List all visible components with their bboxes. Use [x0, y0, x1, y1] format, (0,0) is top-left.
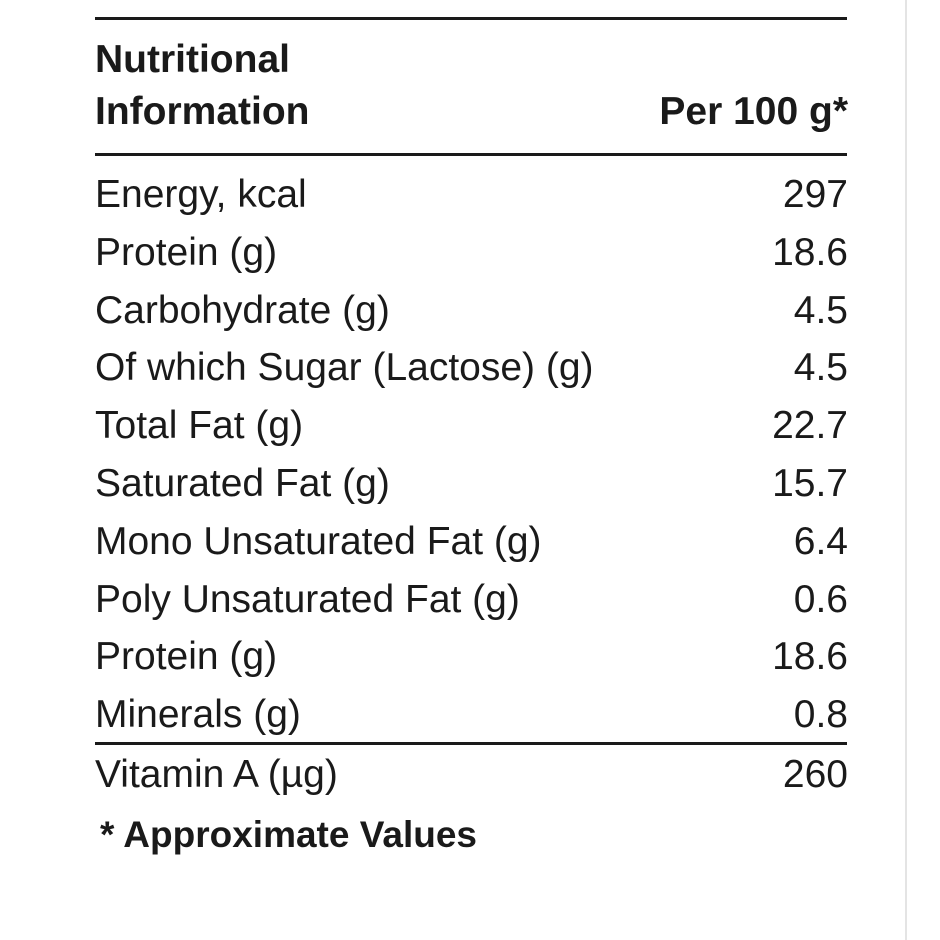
rule: [95, 153, 847, 156]
title-line: Information: [95, 90, 310, 133]
row-value: 6.4: [793, 519, 848, 563]
row-value: 18.6: [772, 230, 848, 274]
row-value: 0.6: [793, 577, 848, 621]
page-edge: [905, 0, 907, 940]
row-label: Total Fat (g): [95, 404, 304, 448]
row-label: Saturated Fat (g): [95, 462, 390, 505]
footnote: * Approximate Values: [100, 814, 477, 855]
rule: [95, 742, 847, 745]
row-value: 22.7: [772, 404, 848, 448]
row-value: 15.7: [772, 462, 848, 505]
title-line: Nutritional: [95, 38, 290, 81]
row-value: 4.5: [793, 288, 848, 332]
column-header: Per 100 g*: [659, 90, 848, 133]
row-value: 4.5: [793, 346, 848, 390]
row-value: 0.8: [793, 693, 848, 737]
row-value: 297: [782, 173, 848, 216]
rule: [95, 17, 847, 20]
row-label: Poly Unsaturated Fat (g): [95, 577, 520, 621]
row-label: Protein (g): [95, 230, 278, 274]
row-label: Mono Unsaturated Fat (g): [95, 519, 542, 563]
row-label: Of which Sugar (Lactose) (g): [95, 346, 594, 390]
row-label: Minerals (g): [95, 693, 301, 737]
row-label: Protein (g): [95, 635, 278, 679]
row-value: 18.6: [772, 635, 848, 679]
row-label: Carbohydrate (g): [95, 288, 390, 332]
row-label: Vitamin A (µg): [95, 753, 338, 796]
row-value: 260: [782, 753, 848, 796]
row-label: Energy, kcal: [95, 173, 307, 216]
